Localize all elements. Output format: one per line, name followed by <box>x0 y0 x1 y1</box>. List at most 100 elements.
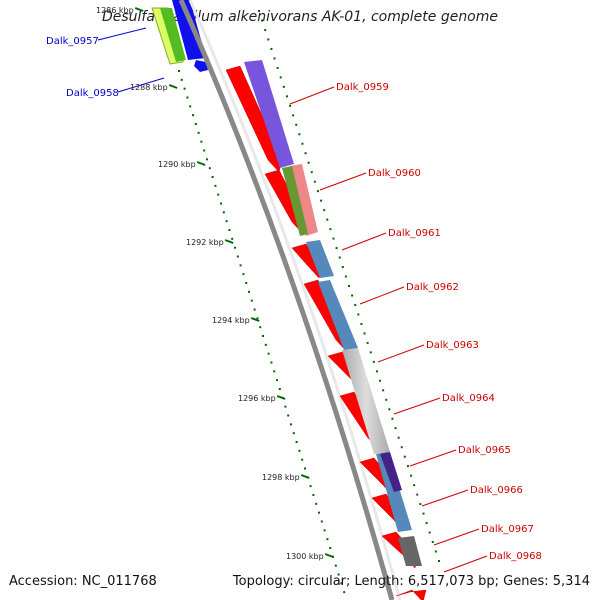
guide-dot <box>403 455 406 458</box>
label-leader <box>409 449 457 467</box>
gene-block[interactable] <box>380 452 402 492</box>
guide-dot <box>200 140 203 143</box>
gene-feature-green[interactable] <box>160 8 186 62</box>
guide-dot <box>203 149 206 152</box>
gene-block[interactable] <box>244 60 294 168</box>
guide-dot <box>250 299 253 302</box>
gene-block[interactable] <box>282 166 308 236</box>
label-leader <box>289 86 335 105</box>
guide-dot <box>372 360 375 363</box>
tick-label: 1296 kbp <box>238 394 276 403</box>
tick-mark <box>250 317 260 322</box>
gene-label-forward[interactable]: Dalk_0963 <box>426 340 479 351</box>
guide-dot <box>397 436 400 439</box>
guide-dot <box>261 19 264 22</box>
guide-dot <box>323 529 326 532</box>
guide-dot <box>379 379 382 382</box>
guide-dot <box>431 541 434 544</box>
label-leader <box>377 344 425 363</box>
guide-dot <box>338 256 341 259</box>
guide-dot <box>290 423 292 426</box>
gene-label-forward[interactable]: Dalk_0966 <box>470 485 523 496</box>
guide-dot <box>416 493 419 496</box>
gene-block[interactable] <box>290 164 318 236</box>
gene-label-forward[interactable]: Dalk_0967 <box>481 524 534 535</box>
label-leader <box>359 286 405 305</box>
guide-dot <box>320 520 323 523</box>
tick-mark <box>224 239 234 244</box>
label-leader <box>117 77 165 93</box>
guide-dot <box>270 361 273 364</box>
tick-mark <box>196 161 206 166</box>
cds-arrow[interactable] <box>395 589 427 600</box>
gene-label-forward[interactable]: Dalk_0964 <box>442 393 495 404</box>
guide-dot <box>348 285 350 287</box>
guide-dot <box>217 193 220 196</box>
tick-marks: 1286 kbp 1288 kbp 1290 kbp 1292 kbp 1294 kbp… <box>96 6 440 594</box>
guide-dot <box>354 303 357 306</box>
gene-block[interactable] <box>318 280 358 350</box>
guide-dot <box>292 432 295 435</box>
guide-dot <box>329 228 332 231</box>
gene-block[interactable] <box>398 536 422 566</box>
tick-mark <box>168 84 178 89</box>
genome-summary: Topology: circular; Length: 6,517,073 bp… <box>232 574 590 589</box>
guide-dot <box>434 550 437 553</box>
guide-dot <box>391 417 394 420</box>
gene-label-reverse[interactable]: Dalk_0957 <box>46 36 99 47</box>
guide-dot <box>357 313 360 316</box>
guide-dot <box>400 446 403 449</box>
guide-dot <box>334 564 337 567</box>
gene-label-forward[interactable]: Dalk_0961 <box>388 228 441 239</box>
genome-backbone-inner <box>188 0 402 600</box>
guide-dot <box>284 405 287 408</box>
gene-feature-blue-arrow[interactable] <box>194 60 208 72</box>
guide-dot <box>180 78 183 81</box>
guide-dot <box>375 370 378 373</box>
guide-dot <box>413 484 416 487</box>
guide-dot <box>259 326 262 329</box>
guide-dot <box>258 10 260 12</box>
guide-dot <box>329 547 332 549</box>
guide-dot <box>337 573 340 576</box>
guide-dot <box>278 388 281 390</box>
map-title: Desulfatibacillum alkenivorans AK-01, co… <box>101 9 499 25</box>
guide-dot <box>340 582 343 585</box>
accession-text: Accession: NC_011768 <box>9 574 157 589</box>
gene-label-forward[interactable]: Dalk_0959 <box>336 82 389 93</box>
guide-dot <box>245 282 248 284</box>
gene-label-reverse[interactable]: Dalk_0958 <box>66 88 119 99</box>
guide-dot <box>310 171 313 174</box>
label-leader <box>341 232 387 251</box>
reverse-genes <box>151 0 208 72</box>
guide-dot <box>369 351 372 354</box>
guide-dot <box>351 294 354 297</box>
tick-label: 1298 kbp <box>262 473 300 482</box>
guide-dot <box>211 176 214 178</box>
guide-dot <box>438 560 440 562</box>
guide-dot <box>312 494 315 496</box>
gene-label-forward[interactable]: Dalk_0962 <box>406 282 459 293</box>
guide-dot <box>194 123 197 125</box>
guide-dot <box>225 220 228 223</box>
gene-labels: Dalk_0957 Dalk_0958 Dalk_0959 Dalk_0960 Dalk… <box>46 27 542 573</box>
guide-dot <box>313 180 316 183</box>
label-leader <box>433 528 480 546</box>
guide-dot <box>304 152 307 155</box>
guide-dot <box>231 237 234 240</box>
gene-block[interactable] <box>342 348 390 454</box>
guide-dot <box>410 474 413 477</box>
guide-dot <box>406 465 409 468</box>
gene-block[interactable] <box>306 240 334 278</box>
guide-dot <box>298 449 301 452</box>
gene-label-forward[interactable]: Dalk_0960 <box>368 168 421 179</box>
guide-dot <box>282 85 285 88</box>
gene-label-forward[interactable]: Dalk_0968 <box>489 551 542 562</box>
gene-label-forward[interactable]: Dalk_0965 <box>458 445 511 456</box>
tick-label: 1294 kbp <box>212 316 250 325</box>
guide-dot <box>422 512 425 515</box>
guide-dot <box>279 76 282 79</box>
guide-dot <box>192 114 194 117</box>
gene-feature-blue[interactable] <box>172 0 206 60</box>
guide-dot <box>206 158 208 161</box>
